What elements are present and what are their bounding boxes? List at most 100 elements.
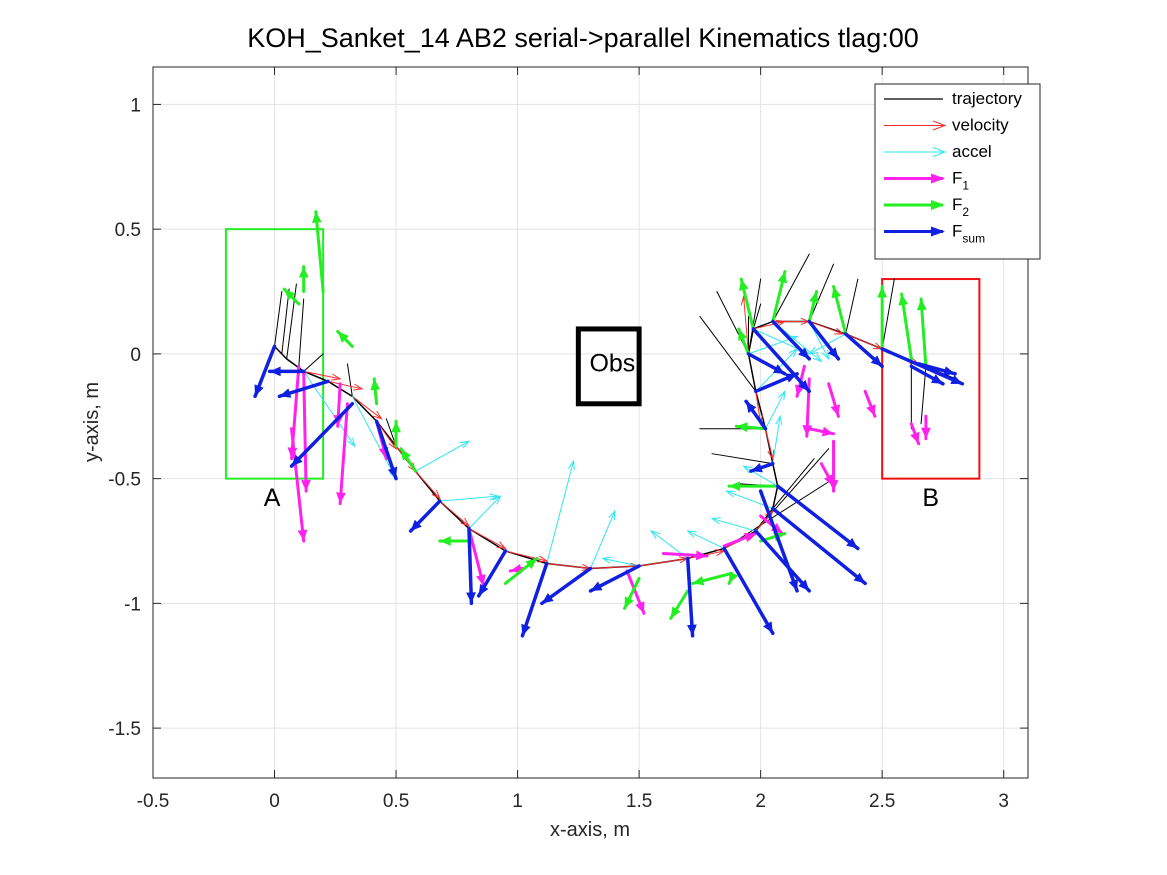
f-sum-arrow-head (870, 355, 883, 367)
f-2-arrow-head (729, 481, 740, 492)
f-2-arrow-head (736, 422, 748, 433)
f-sum-arrow (751, 327, 811, 394)
f-2-arrow-head (916, 299, 927, 311)
velocity-arrow (303, 370, 341, 380)
y-tick-label: 0.5 (115, 220, 141, 241)
trajectory-segment (772, 253, 810, 322)
accel-arrow-head (492, 495, 502, 505)
velocity-arrow-head (353, 383, 364, 391)
legend-label: accel (952, 142, 992, 161)
accel-arrow-head (742, 465, 753, 474)
regions: A B Obs (224, 228, 981, 512)
f-sum-arrow-head (798, 379, 810, 392)
accel-arrow (590, 510, 616, 569)
f-sum-arrow (722, 546, 775, 636)
f-2-arrow (919, 297, 928, 368)
f-2-arrow-head (311, 211, 322, 224)
accel-arrow (772, 415, 781, 465)
accel-arrow-head (686, 530, 697, 538)
velocity-arrow-head (460, 517, 471, 527)
f-1-arrow-head (297, 529, 308, 541)
velocity-arrow-head (331, 373, 342, 381)
legend-swatch-head (932, 147, 947, 157)
velocity-arrow-head (537, 555, 549, 563)
x-axis-label: x-axis, m (550, 819, 630, 841)
f-sum-arrow-head (750, 462, 763, 473)
f-sum-arrow-head (853, 572, 866, 584)
velocity-arrow-head (372, 410, 383, 420)
f-sum-arrow-head (410, 519, 422, 532)
f-sum-arrow (289, 402, 355, 468)
accel-arrow-head (489, 493, 500, 501)
velocity-arrow (415, 470, 441, 500)
velocity-arrow-head (496, 541, 507, 550)
velocity-arrow-head (388, 439, 397, 450)
f-sum-arrow-head (387, 466, 398, 479)
y-tick-label: 1 (130, 95, 141, 116)
legend-swatch-head (931, 200, 945, 210)
f-sum-arrow-head (478, 583, 489, 596)
accel-arrow-head (601, 556, 612, 564)
y-tick-labels: 1 0.5 0 -0.5 -1 -1.5 (108, 95, 141, 740)
f-2-arrow-head (439, 536, 451, 546)
accel-arrow (602, 557, 640, 567)
legend-box (874, 83, 1041, 260)
f-2-arrow-head (298, 266, 309, 278)
series-f-2 (282, 210, 928, 620)
velocity-arrow-head (431, 490, 441, 500)
f-sum-arrow-head (541, 593, 554, 604)
accel-arrow (439, 495, 499, 502)
f-sum-arrow-head (291, 454, 303, 467)
f-sum-arrow (520, 561, 549, 638)
f-sum-arrow-head (279, 388, 292, 398)
trajectory-segment (752, 303, 762, 330)
f-sum-arrow-head (763, 621, 773, 634)
accel-arrow-head (821, 349, 830, 361)
accel-arrow (711, 518, 757, 532)
region-b-label: B (922, 484, 939, 512)
accel-arrow-head (725, 490, 736, 498)
f-2-arrow-head (284, 289, 296, 301)
legend-entry-accel: accel (884, 142, 992, 161)
accel-arrow (687, 530, 725, 549)
f-2-arrow (314, 210, 325, 294)
velocity-arrow (468, 528, 506, 549)
trajectory-segment (881, 278, 895, 350)
accel-arrow-head (650, 530, 661, 539)
trajectory-segment (772, 458, 815, 510)
legend-entry-velocity: velocity (884, 116, 1009, 135)
f-2-arrow-head (877, 286, 888, 298)
y-tick-label: -1.5 (108, 719, 141, 740)
legend-swatch-head (931, 173, 945, 184)
f-2-arrow-head (624, 596, 634, 609)
f-1-arrow-head (830, 404, 840, 417)
f-2-arrow-head (831, 286, 842, 299)
velocity-arrow (845, 333, 883, 350)
trajectory-segment (303, 353, 324, 372)
f-1-arrow-head (301, 480, 311, 492)
f-1-arrow-head (695, 550, 708, 561)
f-1-arrow-head (476, 574, 486, 586)
f-2-arrow-head (777, 271, 788, 284)
f-sum-arrow-head (827, 347, 839, 359)
accel-arrow (468, 495, 502, 530)
plot-frame (152, 66, 1029, 779)
f-sum-arrow (758, 489, 799, 593)
f-sum-arrow (467, 526, 474, 606)
trajectory-segment (298, 298, 305, 367)
region-obs-box (575, 326, 642, 407)
f-1-arrow-head (921, 427, 931, 439)
f-1-arrow-head (743, 532, 756, 543)
f-2-arrow-head (337, 331, 349, 343)
x-tick-label: 2 (755, 791, 766, 812)
velocity-arrow-head (767, 449, 775, 461)
x-tick-label: 0 (269, 791, 280, 812)
trajectory-segment (346, 363, 353, 397)
accel-arrow-head (777, 390, 786, 401)
f-2-arrow-head (525, 558, 538, 570)
f-sum-arrow-head (788, 578, 798, 591)
f-sum-arrow-head (269, 366, 281, 377)
accel-arrow-head (812, 353, 823, 363)
